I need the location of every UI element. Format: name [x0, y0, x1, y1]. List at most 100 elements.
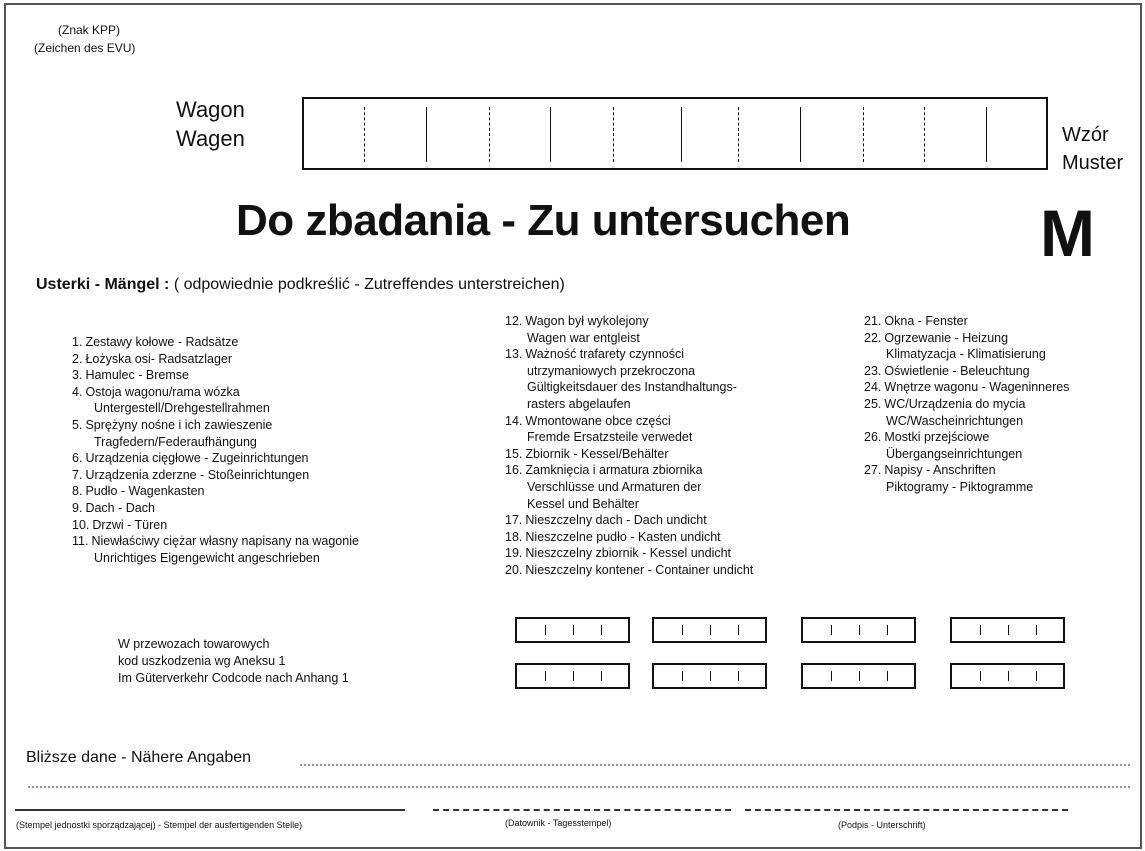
template-label-de: Muster	[1062, 152, 1124, 174]
defect-number: 22.	[864, 330, 882, 345]
damage-code-field[interactable]	[950, 663, 1065, 689]
defect-item: 16. Zamknięcia i armatura zbiornika	[505, 462, 753, 479]
defect-text: rasters abgelaufen	[527, 396, 631, 411]
defect-text: Gültigkeitsdauer des Instandhaltungs-	[527, 380, 737, 395]
defect-item: 6. Urządzenia cięgłowe - Zugeinrichtungen	[72, 450, 359, 467]
defect-number: 16.	[505, 463, 523, 478]
defect-text: Urządzenia cięgłowe - Zugeinrichtungen	[85, 451, 309, 466]
defect-text: Kessel und Behälter	[527, 496, 639, 511]
defect-text: Wagon był wykolejony	[525, 314, 649, 328]
defect-number: 15.	[505, 446, 523, 461]
defect-text: Okna - Fenster	[884, 314, 968, 328]
details-line-1[interactable]	[300, 764, 1130, 766]
defect-text: Hamulec - Bremse	[85, 368, 189, 383]
defect-number: 5.	[72, 417, 83, 432]
defect-item: 19. Nieszczelny zbiornik - Kessel undicht	[505, 545, 753, 562]
defect-text: WC/Wascheinrichtungen	[886, 413, 1024, 428]
defect-number: 2.	[72, 351, 83, 366]
defect-item: Verschlüsse und Armaturen der	[505, 479, 753, 496]
form-title: Do zbadania - Zu untersuchen	[236, 196, 851, 245]
defect-item: Unrichtiges Eigengewicht angeschrieben	[72, 550, 359, 567]
defect-number: 27.	[864, 463, 882, 478]
wagon-label-pl: Wagon	[176, 97, 245, 122]
defect-item: rasters abgelaufen	[505, 396, 753, 413]
defect-number: 7.	[72, 467, 83, 482]
defect-text: Übergangseinrichtungen	[886, 446, 1023, 461]
defect-item: 17. Nieszczelny dach - Dach undicht	[505, 512, 753, 529]
defect-text: Klimatyzacja - Klimatisierung	[886, 347, 1046, 362]
defect-number: 26.	[864, 430, 882, 445]
defect-item: 24. Wnętrze wagonu - Wageninneres	[864, 379, 1069, 396]
code-line: Im Güterverkehr Codcode nach Anhang 1	[118, 671, 349, 685]
damage-code-field[interactable]	[652, 663, 767, 689]
template-label-pl: Wzór	[1062, 124, 1109, 146]
date-caption: (Datownik - Tagesstempel)	[505, 818, 612, 828]
code-line: W przewozach towarowych	[118, 637, 270, 651]
details-line-2[interactable]	[28, 786, 1130, 788]
sign-label-pl: (Znak KPP)	[58, 23, 121, 37]
damage-code-field[interactable]	[801, 663, 916, 689]
signature-caption: (Podpis - Unterschrift)	[838, 820, 926, 830]
defect-item: Tragfedern/Federaufhängung	[72, 434, 359, 451]
defect-item: 15. Zbiornik - Kessel/Behälter	[505, 446, 753, 463]
defect-number: 18.	[505, 529, 523, 544]
defect-item: Untergestell/Drehgestellrahmen	[72, 400, 359, 417]
defect-item: 20. Nieszczelny kontener - Container undi…	[505, 562, 753, 579]
defect-item: 4. Ostoja wagonu/rama wózka	[72, 384, 359, 401]
defect-text: Verschlüsse und Armaturen der	[527, 479, 702, 494]
defect-item: 8. Pudło - Wagenkasten	[72, 483, 359, 500]
wagon-label-de: Wagen	[176, 126, 245, 151]
defect-number: 6.	[72, 451, 83, 466]
defect-number: 14.	[505, 413, 523, 428]
defect-item: 14. Wmontowane obce części	[505, 413, 753, 430]
defect-text: Łożyska osi- Radsatzlager	[85, 351, 233, 366]
defect-text: Fremde Ersatzsteile verwedet	[527, 430, 693, 445]
damage-code-field[interactable]	[652, 617, 767, 643]
damage-code-field[interactable]	[515, 663, 630, 689]
defect-number: 4.	[72, 384, 83, 399]
signature-line[interactable]	[745, 809, 1068, 811]
defect-text: Drzwi - Türen	[92, 517, 168, 532]
damage-code-field[interactable]	[801, 617, 916, 643]
defect-text: Nieszczelny dach - Dach undicht	[525, 513, 707, 528]
damage-code-field[interactable]	[950, 617, 1065, 643]
defect-item: 22. Ogrzewanie - Heizung	[864, 330, 1069, 347]
defect-number: 12.	[505, 314, 523, 328]
defect-item: 11. Niewłaściwy ciężar własny napisany na…	[72, 533, 359, 550]
damage-code-field[interactable]	[515, 617, 630, 643]
code-instructions: W przewozach towarowych kod uszkodzenia …	[118, 636, 349, 687]
defect-text: Mostki przejściowe	[884, 430, 990, 445]
defect-item: 7. Urządzenia zderzne - Stoßeinrichtungen	[72, 467, 359, 484]
stamp-line[interactable]	[15, 809, 405, 811]
sign-label-de: (Zeichen des EVU)	[34, 41, 136, 55]
defect-text: Oświetlenie - Beleuchtung	[884, 363, 1030, 378]
defect-item: 26. Mostki przejściowe	[864, 429, 1069, 446]
defect-number: 10.	[72, 517, 90, 532]
defect-item: Gültigkeitsdauer des Instandhaltungs-	[505, 379, 753, 396]
template-letter: M	[1040, 196, 1095, 270]
defect-number: 21.	[864, 314, 882, 328]
defect-number: 24.	[864, 380, 882, 395]
defects-heading-note: ( odpowiednie podkreślić - Zutreffendes …	[173, 276, 565, 293]
defect-text: Untergestell/Drehgestellrahmen	[94, 401, 270, 416]
defect-number: 25.	[864, 396, 882, 411]
defect-text: Nieszczelne pudło - Kasten undicht	[525, 529, 721, 544]
defect-item: 23. Oświetlenie - Beleuchtung	[864, 363, 1069, 380]
defect-text: Zbiornik - Kessel/Behälter	[525, 446, 669, 461]
defect-number: 9.	[72, 500, 83, 515]
defect-text: Wnętrze wagonu - Wageninneres	[884, 380, 1070, 395]
defect-text: Sprężyny nośne i ich zawieszenie	[85, 417, 273, 432]
date-line[interactable]	[433, 809, 731, 811]
defect-item: 25. WC/Urządzenia do mycia	[864, 396, 1069, 413]
defect-text: Tragfedern/Federaufhängung	[94, 434, 257, 449]
defect-number: 17.	[505, 513, 523, 528]
defect-text: Dach - Dach	[85, 500, 155, 515]
defect-item: 13. Ważność trafarety czynności	[505, 346, 753, 363]
defect-text: Nieszczelny zbiornik - Kessel undicht	[525, 546, 732, 561]
defect-text: Pudło - Wagenkasten	[85, 484, 205, 499]
defect-text: Zamknięcia i armatura zbiornika	[525, 463, 703, 478]
defect-text: utrzymaniowych przekroczona	[527, 363, 696, 378]
wagon-number-field[interactable]	[302, 97, 1048, 170]
defect-list-3: 21. Okna - Fenster 22. Ogrzewanie - Heizung…	[864, 313, 1069, 496]
defect-item: utrzymaniowych przekroczona	[505, 363, 753, 380]
